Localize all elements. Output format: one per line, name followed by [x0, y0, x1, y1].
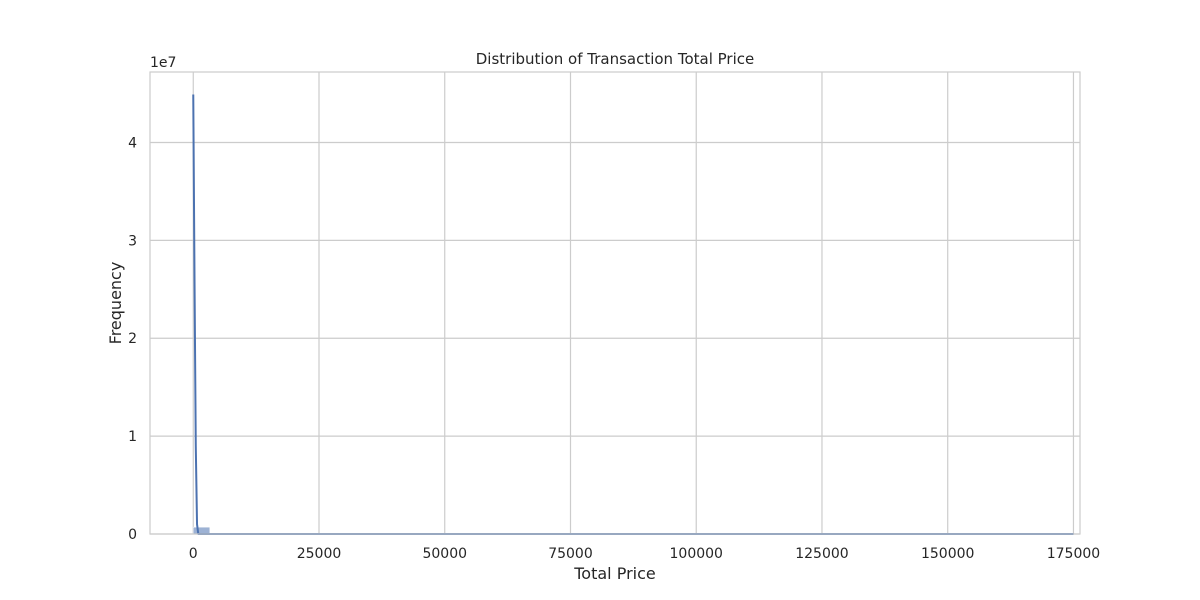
x-axis-ticks: 0 25000 50000 75000 100000 125000 150000 175000 — [189, 546, 1100, 562]
x-axis-label: Total Price — [573, 564, 655, 583]
y-axis-offset-label: 1e7 — [150, 55, 176, 71]
plot-area-frame — [149, 71, 1081, 535]
density-curve — [192, 94, 1074, 535]
y-tick-label: 0 — [128, 527, 137, 543]
grid-lines — [150, 72, 1080, 535]
x-tick-label: 75000 — [548, 546, 593, 562]
y-tick-label: 1 — [128, 429, 137, 445]
x-tick-label: 25000 — [297, 546, 342, 562]
y-axis-ticks: 0 1 2 3 4 — [128, 135, 137, 543]
x-tick-label: 100000 — [670, 546, 723, 562]
y-tick-label: 2 — [128, 331, 137, 347]
y-tick-label: 4 — [128, 135, 137, 151]
histogram-bars — [193, 526, 211, 535]
y-axis-label: Frequency — [106, 262, 125, 345]
x-tick-label: 50000 — [422, 546, 467, 562]
histogram-bar — [193, 526, 211, 535]
density-curve-line — [192, 94, 1074, 535]
chart-title: Distribution of Transaction Total Price — [476, 50, 754, 68]
x-tick-label: 175000 — [1047, 546, 1100, 562]
x-tick-label: 125000 — [795, 546, 848, 562]
y-tick-label: 3 — [128, 233, 137, 249]
x-tick-label: 150000 — [921, 546, 974, 562]
x-tick-label: 0 — [189, 546, 198, 562]
